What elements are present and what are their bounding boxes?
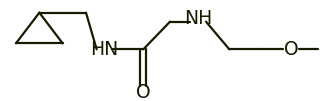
Text: NH: NH — [184, 9, 212, 28]
Text: O: O — [284, 40, 298, 59]
Text: HN: HN — [91, 40, 119, 59]
Text: O: O — [136, 83, 151, 101]
